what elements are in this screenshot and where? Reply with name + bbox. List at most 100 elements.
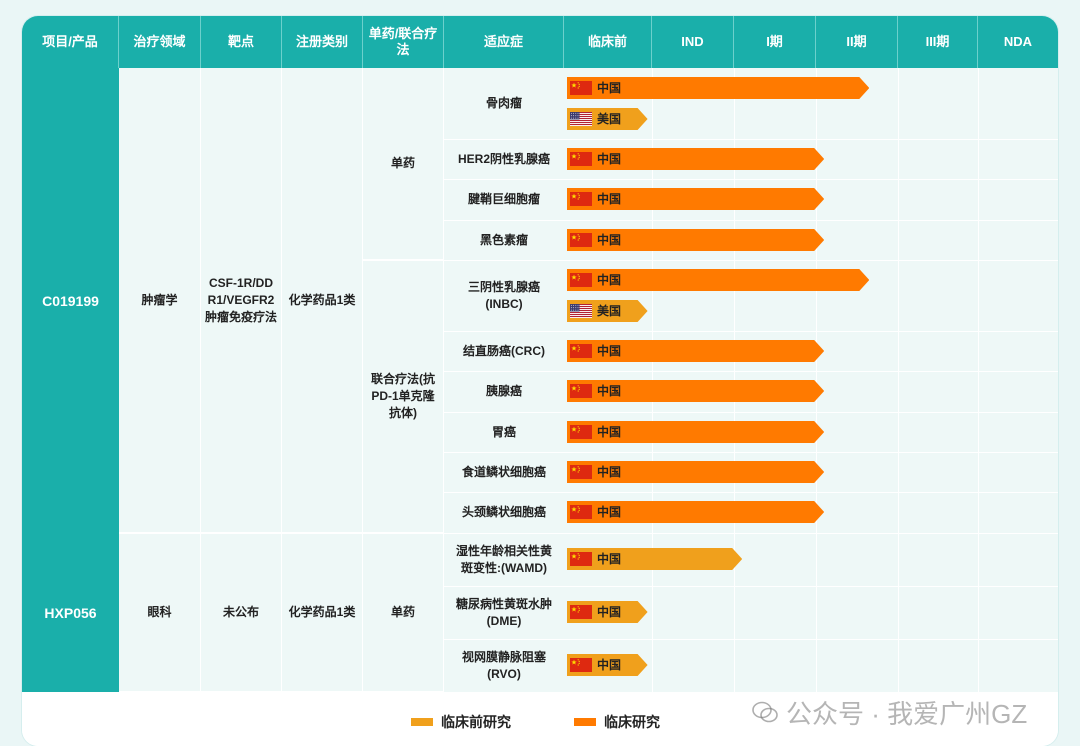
bar-country-label: 中国 [597, 465, 622, 479]
pipeline-bar-clinical: 中国 [567, 421, 824, 443]
china-flag-icon [570, 152, 592, 166]
bar-country-label: 中国 [597, 505, 622, 519]
table-body [22, 68, 1058, 692]
indication-label: 食道鳞状细胞癌 [461, 464, 546, 479]
indication-label: 结直肠癌(CRC) [463, 343, 545, 358]
bar-country-label: 中国 [597, 425, 622, 439]
legend-label: 临床研究 [604, 714, 660, 730]
legend-swatch-clinical [574, 718, 596, 726]
indication-label: 胃癌 [491, 424, 516, 439]
product-name-hxp056: HXP056 [22, 533, 119, 692]
pipeline-bar-clinical: 中国 [567, 501, 824, 523]
indication-label: 腱鞘巨细胞瘤 [467, 192, 540, 206]
header-stage-nda: NDA [1003, 34, 1033, 49]
grid-line [444, 371, 1058, 372]
indication-label: 湿性年龄相关性黄斑变性:(WAMD) [455, 543, 552, 575]
grid-line [444, 331, 1058, 332]
target-cell: CSF-1R/DDR1/VEGFR2肿瘤免疫疗法 [201, 68, 282, 533]
header-area: 治疗领域 [119, 16, 201, 68]
china-flag-icon [570, 605, 592, 619]
legend-swatch-preclinical [411, 718, 433, 726]
china-flag-icon [570, 273, 592, 287]
watermark-text: 公众号 · 我爱广州GZ [786, 698, 1028, 729]
pipeline-bar-clinical: 中国 [567, 77, 869, 99]
therapy-type-cell: 联合疗法(抗PD-1单克隆抗体) [363, 260, 444, 533]
bar-country-label: 中国 [597, 605, 622, 619]
header-stage-ind: IND [652, 16, 734, 68]
grid-line [444, 586, 1058, 587]
bar-country-label: 中国 [597, 192, 622, 206]
china-flag-icon [570, 233, 592, 247]
grid-line [444, 139, 1058, 140]
china-flag-icon [570, 465, 592, 479]
indication-label: 黑色素瘤 [479, 232, 528, 247]
legend-item-preclinical: 临床前研究 [411, 712, 511, 732]
china-flag-icon [570, 658, 592, 672]
bar-country-label: 中国 [597, 658, 622, 672]
grid-line [898, 68, 899, 692]
wechat-icon [752, 701, 778, 723]
reg-class-cell: 化学药品1类 [282, 68, 363, 533]
pipeline-bar-preclinical: 中国 [567, 654, 648, 676]
china-flag-icon [570, 425, 592, 439]
bar-country-label: 中国 [597, 384, 622, 398]
bar-country-label: 美国 [597, 304, 622, 318]
header-stage-preclinical: 临床前 [564, 16, 652, 68]
bar-country-label: 中国 [597, 344, 622, 358]
table-header: 项目/产品 治疗领域 靶点 注册类别 单药/联合疗法 适应症 临床前 IND I… [22, 16, 1058, 68]
pipeline-bar-clinical: 中国 [567, 229, 824, 251]
pipeline-bar-preclinical: 中国 [567, 548, 742, 570]
header-indication: 适应症 [444, 16, 564, 68]
therapy-area-cell: 肿瘤学 [119, 68, 201, 533]
header-product: 项目/产品 [22, 16, 119, 68]
usa-flag-icon [570, 112, 592, 126]
therapy-type-cell: 单药 [363, 68, 444, 260]
bar-country-label: 中国 [597, 273, 622, 287]
therapy-type-cell: 单药 [363, 533, 444, 692]
header-stage-phase3: III期 [898, 16, 978, 68]
legend: 临床前研究 临床研究 [22, 692, 1058, 746]
header-stage-phase2: II期 [816, 16, 898, 68]
indication-label: 视网膜静脉阻塞(RVO) [461, 649, 546, 681]
china-flag-icon [570, 552, 592, 566]
pipeline-bar-clinical: 中国 [567, 148, 824, 170]
grid-line [363, 260, 1058, 261]
therapy-area-cell: 眼科 [119, 533, 201, 692]
indication-label: 糖尿病性黄斑水肿(DME) [455, 596, 552, 628]
target-cell: 未公布 [201, 533, 282, 692]
bar-country-label: 美国 [597, 112, 622, 126]
header-reg-class: 注册类别 [282, 16, 363, 68]
china-flag-icon [570, 192, 592, 206]
legend-label: 临床前研究 [441, 714, 511, 730]
indication-label: 头颈鳞状细胞癌 [461, 505, 546, 519]
pipeline-bar-preclinical: 美国 [567, 108, 648, 130]
pipeline-bar-clinical: 中国 [567, 380, 824, 402]
indication-label: 胰腺癌 [485, 384, 522, 398]
indication-label: 骨肉瘤 [485, 96, 522, 110]
grid-line [444, 412, 1058, 413]
header-therapy: 单药/联合疗法 [363, 16, 444, 68]
indication-label: 三阴性乳腺癌(INBC) [467, 279, 540, 311]
china-flag-icon [570, 505, 592, 519]
bar-country-label: 中国 [597, 81, 622, 95]
bar-country-label: 中国 [597, 152, 622, 166]
header-target: 靶点 [201, 16, 282, 68]
bar-country-label: 中国 [597, 552, 622, 566]
pipeline-bar-preclinical: 美国 [567, 300, 648, 322]
product-name-c019199: C019199 [22, 68, 119, 534]
china-flag-icon [570, 384, 592, 398]
bar-country-label: 中国 [597, 233, 622, 247]
grid-line [444, 179, 1058, 180]
pipeline-bar-preclinical: 中国 [567, 601, 648, 623]
legend-item-clinical: 临床研究 [574, 712, 660, 732]
indication-label: HER2阴性乳腺癌 [457, 151, 550, 166]
pipeline-bar-clinical: 中国 [567, 340, 824, 362]
pipeline-bar-clinical: 中国 [567, 188, 824, 210]
pipeline-card: 项目/产品 治疗领域 靶点 注册类别 单药/联合疗法 适应症 临床前 IND I… [22, 16, 1058, 746]
watermark: 公众号 · 我爱广州GZ [752, 692, 1052, 732]
grid-line [444, 220, 1058, 221]
grid-line [816, 68, 817, 692]
grid-line [444, 639, 1058, 640]
china-flag-icon [570, 344, 592, 358]
usa-flag-icon [570, 304, 592, 318]
